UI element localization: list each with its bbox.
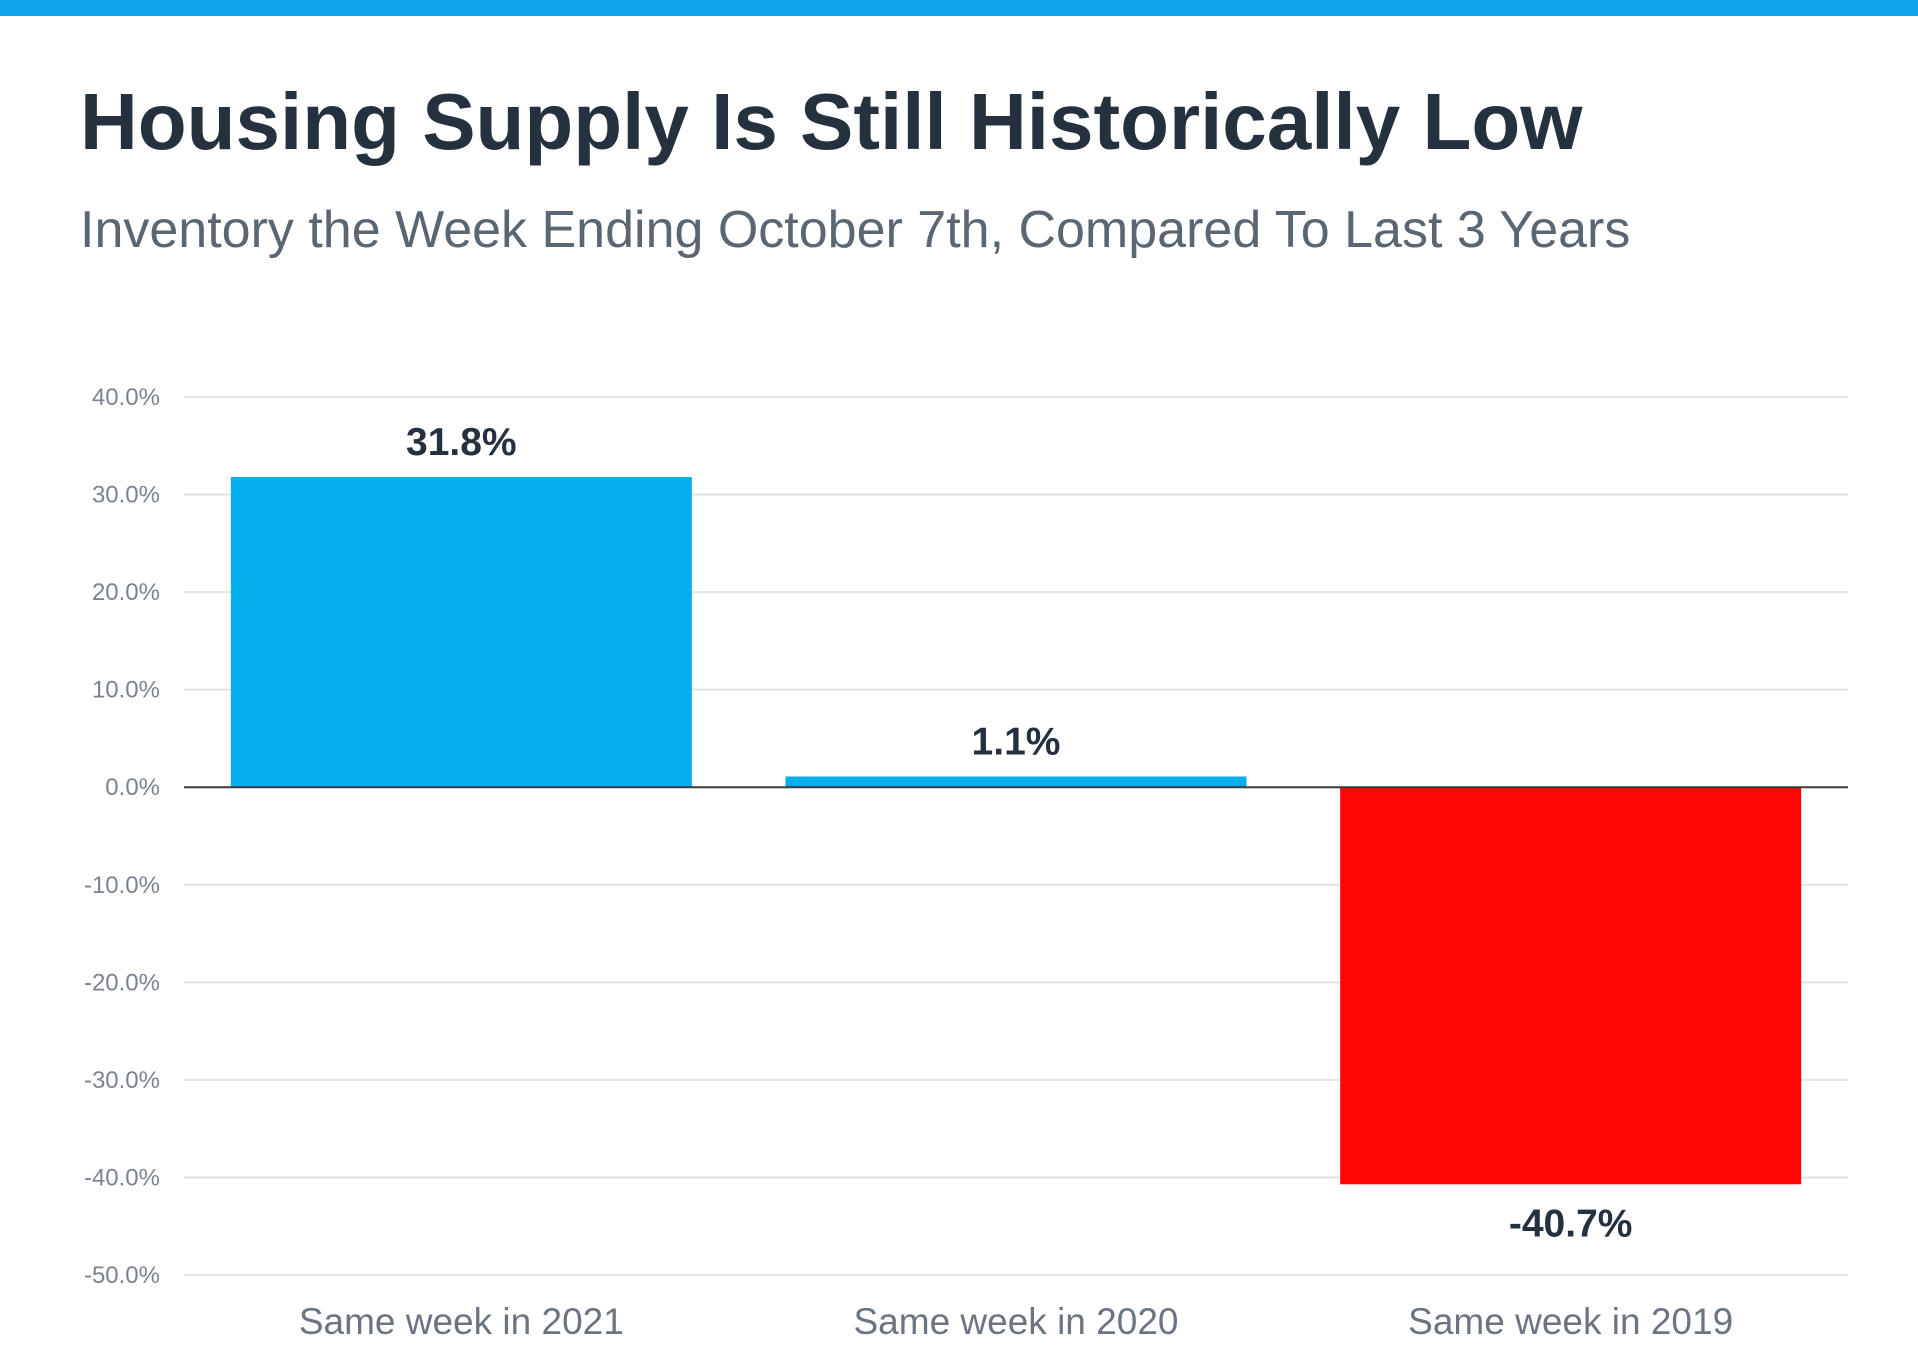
data-label: 1.1%	[972, 720, 1061, 763]
data-label: 31.8%	[406, 421, 517, 464]
y-tick-label: -30.0%	[84, 1067, 160, 1094]
y-tick-label: 40.0%	[92, 384, 160, 411]
y-tick-label: 0.0%	[105, 774, 160, 801]
y-tick-label: 20.0%	[92, 579, 160, 606]
y-tick-label: -40.0%	[84, 1164, 160, 1191]
y-tick-label: -50.0%	[84, 1262, 160, 1289]
page-subtitle: Inventory the Week Ending October 7th, C…	[80, 201, 1631, 259]
data-label: -40.7%	[1509, 1202, 1633, 1245]
y-tick-label: -10.0%	[84, 872, 160, 899]
y-tick-label: -20.0%	[84, 969, 160, 996]
top-accent-bar	[0, 0, 1918, 16]
bar-1	[230, 476, 692, 788]
x-category-label: Same week in 2020	[854, 1301, 1179, 1342]
y-tick-label: 10.0%	[92, 677, 160, 704]
page-title: Housing Supply Is Still Historically Low	[80, 77, 1583, 166]
bar-3	[1340, 787, 1802, 1185]
x-category-label: Same week in 2021	[299, 1301, 624, 1342]
x-category-label: Same week in 2019	[1408, 1301, 1733, 1342]
y-tick-label: 30.0%	[92, 482, 160, 509]
bar-2	[785, 776, 1247, 788]
